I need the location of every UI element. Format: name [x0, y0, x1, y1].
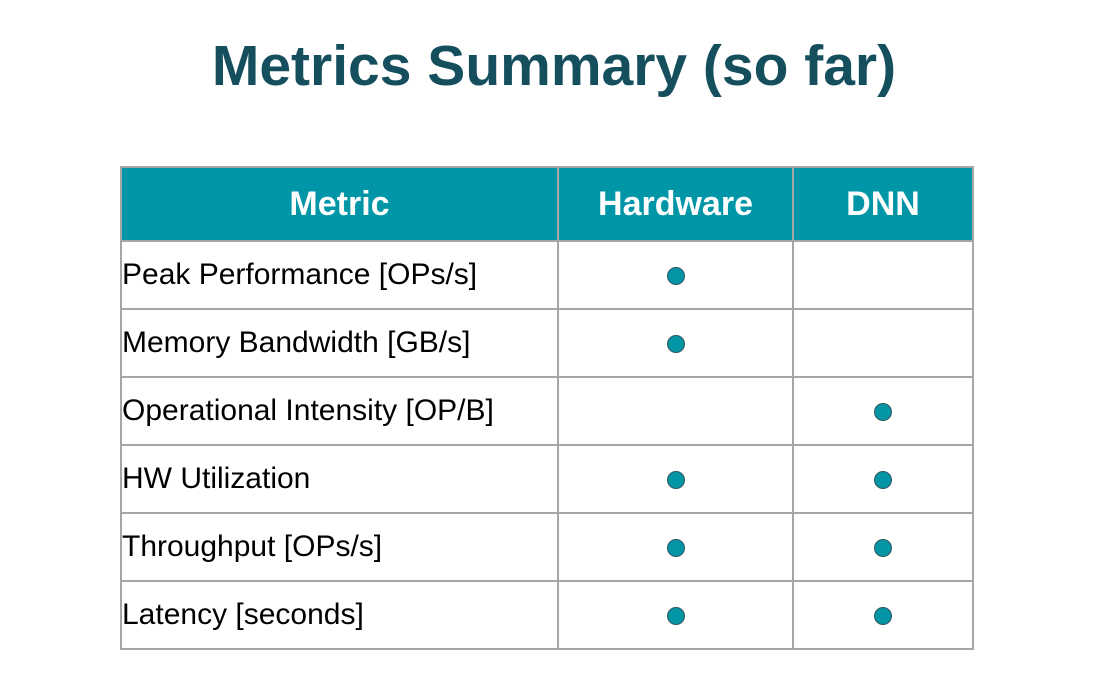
filled-circle-icon: [666, 267, 685, 286]
table-header-row: Metric Hardware DNN: [120, 166, 974, 242]
table-row: HW Utilization: [120, 444, 974, 514]
header-hardware: Hardware: [557, 166, 794, 242]
metric-name-cell: Memory Bandwidth [GB/s]: [120, 308, 559, 378]
table-row: Memory Bandwidth [GB/s]: [120, 308, 974, 378]
filled-circle-icon: [666, 607, 685, 626]
table-body: Peak Performance [OPs/s] Memory Bandwidth…: [120, 240, 974, 650]
hardware-cell: [557, 512, 794, 582]
table-row: Latency [seconds]: [120, 580, 974, 650]
filled-circle-icon: [666, 471, 685, 490]
table-row: Throughput [OPs/s]: [120, 512, 974, 582]
filled-circle-icon: [874, 607, 892, 626]
dnn-cell: [792, 240, 974, 310]
dnn-cell: [792, 580, 974, 650]
dnn-cell: [792, 444, 974, 514]
page-title: Metrics Summary (so far): [211, 34, 897, 98]
dnn-cell: [792, 308, 974, 378]
table-row: Operational Intensity [OP/B]: [120, 376, 974, 446]
dnn-cell: [792, 376, 974, 446]
filled-circle-icon: [666, 539, 685, 558]
filled-circle-icon: [874, 471, 892, 490]
header-dnn: DNN: [792, 166, 974, 242]
table-row: Peak Performance [OPs/s]: [120, 240, 974, 310]
filled-circle-icon: [874, 403, 892, 422]
hardware-cell: [557, 308, 794, 378]
dnn-cell: [792, 512, 974, 582]
header-metric: Metric: [120, 166, 559, 242]
metric-name-cell: Latency [seconds]: [120, 580, 559, 650]
hardware-cell: [557, 240, 794, 310]
hardware-cell: [557, 580, 794, 650]
metric-name-cell: Throughput [OPs/s]: [120, 512, 559, 582]
metric-name-cell: Operational Intensity [OP/B]: [120, 376, 559, 446]
metric-name-cell: HW Utilization: [120, 444, 559, 514]
metrics-table: Metric Hardware DNN Peak Performance [OP…: [120, 166, 974, 650]
metric-name-cell: Peak Performance [OPs/s]: [120, 240, 559, 310]
filled-circle-icon: [666, 335, 685, 354]
hardware-cell: [557, 376, 794, 446]
filled-circle-icon: [874, 539, 892, 558]
hardware-cell: [557, 444, 794, 514]
